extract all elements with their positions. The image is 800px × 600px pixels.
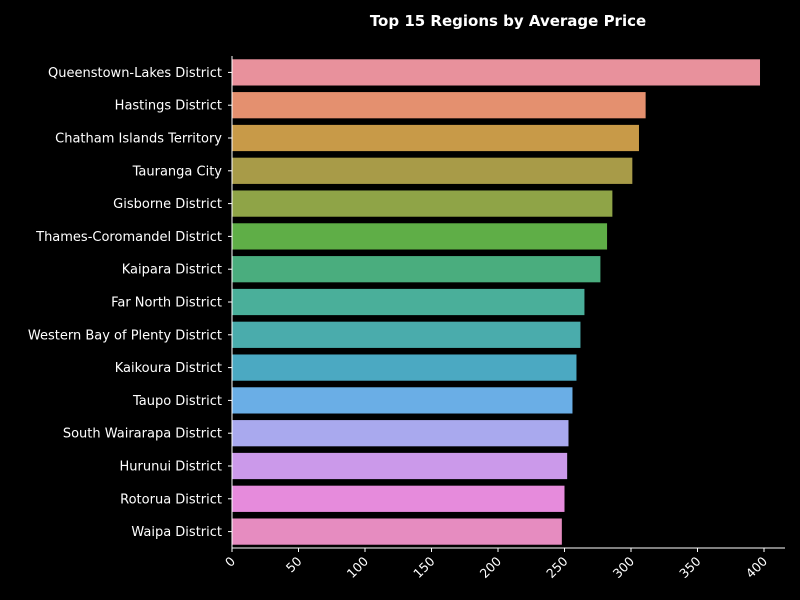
bar-2 (232, 92, 646, 119)
x-axis-ticks: 0 50 100 150 200 250 300 350 400 (222, 548, 770, 581)
category-label-7: Kaipara District (122, 263, 222, 278)
bar-1 (232, 59, 761, 86)
category-label-10: Kaikoura District (115, 361, 222, 376)
bar-3 (232, 124, 639, 152)
x-tick-label-250: 250 (543, 553, 571, 581)
category-labels: Queenstown-Lakes District Hastings Distri… (28, 66, 232, 540)
x-tick-label-350: 350 (676, 553, 704, 581)
category-label-11: Taupo District (132, 394, 222, 409)
category-label-15: Waipa District (131, 525, 222, 540)
category-label-4: Tauranga City (132, 164, 223, 179)
category-label-2: Hastings District (115, 99, 222, 114)
x-tick-label-300: 300 (610, 553, 638, 581)
category-label-6: Thames-Coromandel District (35, 230, 222, 245)
x-tick-label-150: 150 (410, 553, 438, 581)
category-label-9: Western Bay of Plenty District (28, 328, 222, 343)
bar-6 (232, 223, 608, 250)
x-tick-label-0: 0 (222, 553, 238, 569)
bar-13 (232, 452, 568, 480)
category-label-14: Rotorua District (120, 492, 222, 507)
x-tick-label-50: 50 (283, 553, 305, 575)
bar-4 (232, 157, 633, 184)
bar-11 (232, 387, 573, 414)
bar-9 (232, 321, 581, 348)
bar-14 (232, 485, 565, 512)
x-tick-label-100: 100 (344, 553, 372, 581)
bar-12 (232, 420, 569, 447)
bar-5 (232, 190, 613, 217)
chart-title: Top 15 Regions by Average Price (370, 12, 646, 30)
category-label-13: Hurunui District (119, 460, 222, 475)
category-label-1: Queenstown-Lakes District (48, 66, 222, 81)
category-label-5: Gisborne District (113, 197, 222, 212)
bar-8 (232, 288, 585, 316)
x-tick-label-400: 400 (743, 553, 771, 581)
x-tick-label-200: 200 (477, 553, 505, 581)
category-label-3: Chatham Islands Territory (55, 132, 222, 147)
bar-10 (232, 354, 577, 381)
category-label-8: Far North District (111, 296, 222, 311)
bars-group (232, 59, 761, 545)
category-label-12: South Wairarapa District (63, 427, 222, 442)
bar-15 (232, 518, 562, 545)
bar-7 (232, 256, 601, 283)
